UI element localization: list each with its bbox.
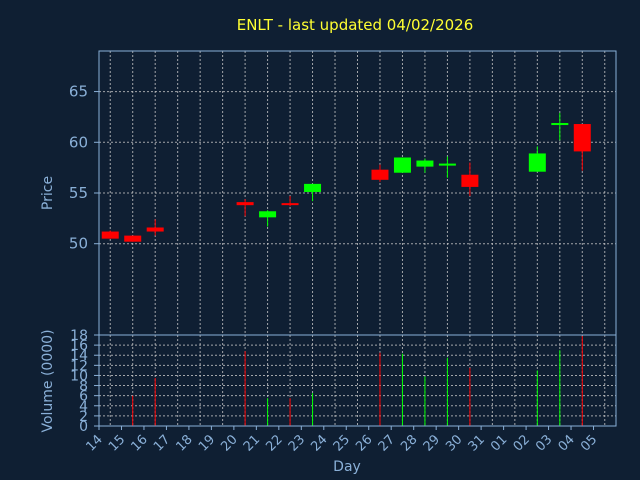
x-tick-label: 23 — [286, 432, 308, 454]
volume-ytick-label: 14 — [70, 348, 88, 364]
candle-body — [551, 123, 569, 126]
price-ytick-labels: 50 55 60 65 — [69, 83, 99, 253]
candle-body — [393, 157, 411, 173]
candle-body — [124, 235, 142, 242]
x-tick-label: 22 — [263, 432, 285, 454]
candle-body — [416, 160, 434, 167]
volume-ytick-label: 0 — [79, 419, 88, 435]
x-tick-label: 03 — [533, 432, 555, 454]
price-ytick-label: 65 — [69, 83, 88, 101]
volume-axis-label: Volume (0000) — [40, 329, 56, 432]
x-tick-label: 28 — [398, 432, 420, 454]
x-tick-label: 21 — [241, 432, 263, 454]
volume-marks — [132, 336, 583, 426]
candle-body — [438, 163, 456, 166]
candle-body — [304, 183, 322, 192]
candle-body — [101, 231, 119, 239]
candle-body — [371, 169, 389, 180]
x-tick-label: 27 — [376, 432, 398, 454]
x-tick-label: 17 — [151, 432, 173, 454]
candle-body — [281, 203, 299, 206]
volume-ytick-label: 8 — [79, 379, 88, 395]
price-ytick-label: 50 — [69, 235, 88, 253]
price-marks — [101, 112, 591, 242]
x-tick-label: 19 — [196, 432, 218, 454]
volume-ytick-label: 2 — [79, 409, 88, 425]
volume-ytick-label: 6 — [79, 389, 88, 405]
price-ytick-label: 60 — [69, 133, 88, 151]
x-tick-label: 25 — [331, 432, 353, 454]
x-tick-label: 15 — [106, 432, 128, 454]
volume-ytick-label: 18 — [70, 328, 88, 344]
volume-ytick-label: 4 — [79, 399, 88, 415]
x-tick-label: 30 — [443, 432, 465, 454]
volume-ytick-label: 16 — [70, 338, 88, 354]
volume-axes-frame — [98, 334, 617, 427]
price-ytick-label: 55 — [69, 184, 88, 202]
candle-body — [461, 174, 479, 187]
x-tick-label: 05 — [578, 432, 600, 454]
volume-grid — [99, 334, 616, 427]
x-axis-label: Day — [333, 459, 361, 475]
x-tick-label: 01 — [488, 432, 510, 454]
x-tick-label: 29 — [421, 432, 443, 454]
x-tick-label: 31 — [466, 432, 488, 454]
price-grid — [99, 51, 616, 335]
candle-body — [236, 202, 254, 206]
volume-ytick-label: 10 — [70, 368, 88, 384]
x-tick-label: 02 — [511, 432, 533, 454]
candle-body — [146, 227, 164, 232]
price-axis-label: Price — [40, 176, 56, 210]
x-tick-label: 18 — [173, 432, 195, 454]
x-tick-label: 24 — [308, 432, 330, 454]
volume-ytick-label: 12 — [70, 358, 88, 374]
candle-body — [573, 124, 591, 152]
x-tick-label: 26 — [353, 432, 375, 454]
x-tick-label: 16 — [128, 432, 150, 454]
x-tick-label: 20 — [218, 432, 240, 454]
candle-body — [259, 211, 277, 218]
x-tick-label: 14 — [84, 432, 106, 454]
chart-title: ENLT - last updated 04/02/2026 — [237, 16, 474, 34]
candle-body — [528, 153, 546, 172]
x-tick-labels: 14 15 16 17 18 19 20 21 22 23 24 25 26 27 28 29 30 31 01 02… — [84, 426, 600, 455]
x-tick-label: 04 — [556, 432, 578, 454]
